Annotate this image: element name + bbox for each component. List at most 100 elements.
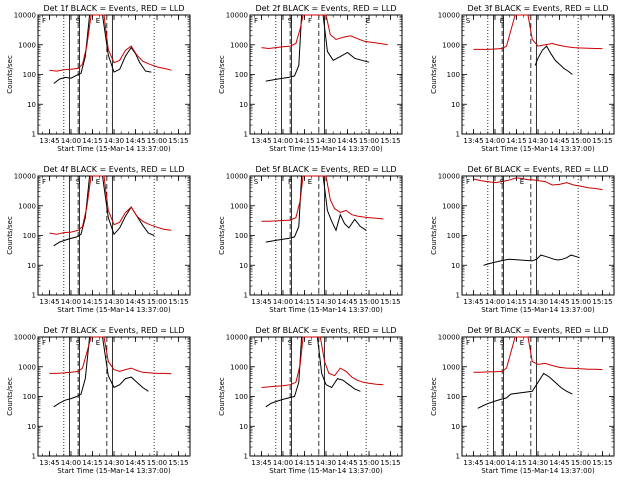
state-marker: S (500, 339, 505, 347)
y-tick-label: 1 (244, 453, 248, 461)
x-tick-label: 14:00 (485, 137, 505, 145)
x-tick-label: 14:45 (337, 298, 357, 306)
x-axis-label: Start Time (15-Mar-14 13:37:00) (481, 145, 595, 153)
series-lld-line (473, 177, 603, 191)
state-marker: E (500, 17, 504, 25)
x-tick-label: 15:15 (592, 137, 612, 145)
state-marker: E (96, 339, 100, 347)
x-axis-label: Start Time (15-Mar-14 13:37:00) (269, 306, 383, 314)
x-tick-label: 14:30 (104, 298, 124, 306)
state-marker: F (42, 17, 46, 25)
y-tick-label: 10000 (226, 334, 248, 342)
x-tick-label: 15:15 (168, 459, 188, 467)
chart-panel-1: Det 1f BLACK = Events, RED = LLD 1 10 100 10… (6, 4, 191, 153)
x-tick-label: 14:00 (61, 459, 81, 467)
y-tick-label: 1000 (230, 363, 248, 371)
x-tick-label: 13:45 (251, 459, 271, 467)
plot-frame (461, 175, 615, 296)
y-tick-label: 1 (456, 453, 460, 461)
x-tick-label: 14:30 (316, 298, 336, 306)
y-axis-label: Counts/sec (218, 55, 226, 94)
y-axis-label: Counts/sec (430, 216, 438, 255)
x-tick-label: 15:15 (168, 298, 188, 306)
y-tick-label: 1 (32, 292, 36, 300)
x-tick-label: 13:45 (463, 459, 483, 467)
x-tick-label: 15:15 (592, 459, 612, 467)
y-tick-label: 100 (23, 393, 36, 401)
x-tick-label: 15:00 (359, 459, 379, 467)
chart-panel-4: Det 4f BLACK = Events, RED = LLD 1 10 100 10… (6, 165, 191, 314)
state-marker: E (308, 178, 312, 186)
x-tick-label: 13:45 (463, 137, 483, 145)
y-tick-label: 1000 (230, 202, 248, 210)
y-tick-label: 1 (32, 453, 36, 461)
y-tick-label: 10 (239, 423, 248, 431)
state-marker: S (288, 339, 293, 347)
chart-title: Det 4f BLACK = Events, RED = LLD (43, 165, 184, 174)
y-tick-label: 1000 (230, 41, 248, 49)
series-events-line (483, 254, 580, 266)
state-marker: S (76, 17, 81, 25)
y-tick-label: 10 (239, 101, 248, 109)
state-marker: F (466, 339, 470, 347)
y-tick-label: 10000 (438, 12, 460, 20)
y-tick-label: 10 (451, 423, 460, 431)
x-tick-label: 15:00 (359, 137, 379, 145)
series-events-line (534, 45, 573, 75)
y-axis-label: Counts/sec (430, 55, 438, 94)
plot-frame (37, 14, 191, 135)
state-marker: E (96, 17, 100, 25)
chart-panel-5: Det 5f BLACK = Events, RED = LLD 1 10 100 10… (218, 165, 403, 314)
state-marker: S (76, 178, 81, 186)
x-tick-label: 14:00 (485, 298, 505, 306)
x-axis-label: Start Time (15-Mar-14 13:37:00) (481, 306, 595, 314)
x-tick-label: 14:30 (104, 459, 124, 467)
y-tick-label: 1000 (442, 363, 460, 371)
x-tick-label: 14:45 (549, 459, 569, 467)
state-marker: F (42, 178, 46, 186)
x-tick-label: 15:15 (380, 298, 400, 306)
state-marker: E (96, 178, 100, 186)
x-tick-label: 15:15 (592, 298, 612, 306)
series-lld-line (261, 14, 388, 50)
x-tick-label: 15:15 (380, 137, 400, 145)
x-axis-label: Start Time (15-Mar-14 13:37:00) (269, 467, 383, 475)
y-axis-label: Counts/sec (6, 55, 14, 94)
y-tick-label: 1 (456, 131, 460, 139)
y-tick-label: 100 (23, 232, 36, 240)
y-tick-label: 1000 (442, 41, 460, 49)
series-events-line (53, 175, 155, 247)
y-tick-label: 1000 (442, 202, 460, 210)
series-events-line (265, 175, 367, 243)
state-marker: S (466, 17, 471, 25)
chart-title: Det 1f BLACK = Events, RED = LLD (43, 4, 184, 13)
y-tick-label: 100 (447, 393, 460, 401)
x-tick-label: 14:00 (273, 137, 293, 145)
series-lld-line (49, 14, 172, 72)
y-tick-label: 1 (244, 131, 248, 139)
x-tick-label: 13:45 (39, 298, 59, 306)
y-tick-label: 10000 (438, 334, 460, 342)
state-marker: E (308, 339, 312, 347)
chart-panel-7: Det 7f BLACK = Events, RED = LLD 1 10 100 10… (6, 326, 191, 475)
y-tick-label: 100 (235, 71, 248, 79)
chart-panel-2: Det 2f BLACK = Events, RED = LLD 1 10 100 10… (218, 4, 403, 153)
x-tick-label: 15:00 (571, 137, 591, 145)
chart-panel-6: Det 6f BLACK = Events, RED = LLD 1 10 100 10… (430, 165, 615, 314)
chart-title: Det 9f BLACK = Events, RED = LLD (467, 326, 608, 335)
plot-frame (249, 175, 403, 296)
x-tick-label: 14:45 (549, 298, 569, 306)
y-tick-label: 10 (451, 262, 460, 270)
state-marker: F (254, 339, 258, 347)
y-axis-label: Counts/sec (6, 216, 14, 255)
x-tick-label: 14:45 (125, 459, 145, 467)
chart-title: Det 7f BLACK = Events, RED = LLD (43, 326, 184, 335)
state-marker: E (520, 339, 524, 347)
y-tick-label: 10 (239, 262, 248, 270)
y-tick-label: 10000 (226, 173, 248, 181)
state-marker: F (288, 178, 292, 186)
y-tick-label: 10 (27, 101, 36, 109)
y-tick-label: 100 (23, 71, 36, 79)
chart-panel-3: Det 3f BLACK = Events, RED = LLD 1 10 100 10… (430, 4, 615, 153)
